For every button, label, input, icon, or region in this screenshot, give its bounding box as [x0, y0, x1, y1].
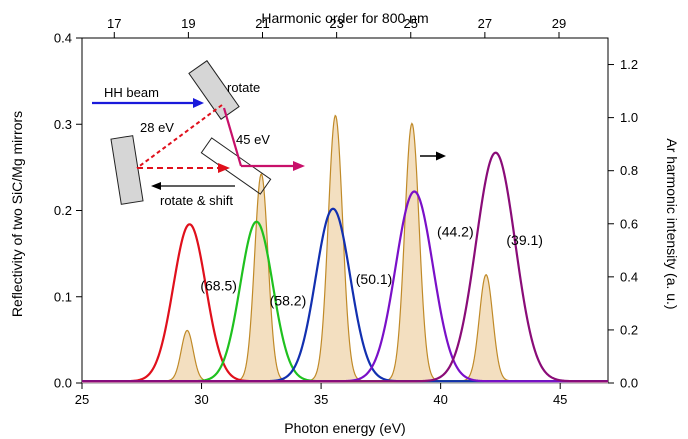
y-right-tick-label: 0.0: [620, 376, 638, 391]
y-left-tick-label: 0.0: [54, 376, 72, 391]
shift-arrowhead: [151, 182, 161, 190]
y-left-tick-label: 0.1: [54, 289, 72, 304]
y-right-tick-label: 0.6: [620, 216, 638, 231]
x-tick-label: 25: [75, 392, 89, 407]
peak-label-3: (50.1): [356, 271, 393, 287]
mirror-3-outline: [200, 137, 272, 195]
top-tick-label: 19: [181, 16, 195, 31]
harmonic-fill: [82, 115, 608, 383]
peak-label-2: (58.2): [270, 292, 307, 308]
ev28-label: 28 eV: [140, 120, 174, 135]
top-tick-label: 27: [478, 16, 492, 31]
ticks-layer: 25 30 35 40 45 0.0 0.1 0.2 0.3 0.4 0.0 0.2 0.4 0.6 0.8…: [54, 16, 638, 407]
top-tick-label: 21: [255, 16, 269, 31]
peak-label-4: (44.2): [437, 223, 474, 239]
top-tick-label: 17: [107, 16, 121, 31]
reflectivity-curve-5: [82, 151, 608, 383]
beam-45ev-segment: [222, 107, 243, 167]
top-tick-label: 29: [552, 16, 566, 31]
x-tick-label: 30: [194, 392, 208, 407]
beam-45ev-arrowhead: [293, 161, 305, 171]
hh-beam-label: HH beam: [104, 85, 159, 100]
beam-28ev-arrowhead: [218, 163, 230, 173]
y-right-tick-label: 0.8: [620, 163, 638, 178]
mirror-2: [110, 135, 144, 205]
top-tick-label: 23: [329, 16, 343, 31]
rotate-shift-label: rotate & shift: [160, 193, 233, 208]
y-right-tick-label: 0.4: [620, 269, 638, 284]
y-left-tick-label: 0.2: [54, 203, 72, 218]
y-right-tick-label: 0.2: [620, 322, 638, 337]
inset-diagram: HH beam rotate 28 eV 45 eV rotate & shif…: [92, 60, 446, 208]
x-axis-title: Photon energy (eV): [284, 420, 405, 436]
y-left-tick-label: 0.3: [54, 117, 72, 132]
y-right-tick-label: 1.0: [620, 110, 638, 125]
x-tick-label: 45: [553, 392, 567, 407]
y-left-tick-label: 0.4: [54, 31, 72, 46]
peak-label-5: (39.1): [506, 232, 543, 248]
top-tick-label: 25: [404, 16, 418, 31]
hh-beam-arrowhead: [193, 98, 204, 108]
y-right-tick-label: 1.2: [620, 57, 638, 72]
y-left-axis-title: Reflectivity of two SiC/Mg mirrors: [9, 111, 25, 317]
reflectivity-layer: (68.5) (58.2) (50.1) (44.2) (39.1): [82, 151, 608, 383]
x-tick-label: 35: [314, 392, 328, 407]
y-right-axis-title: Ar harmonic intensity (a. u.): [664, 138, 680, 309]
beam-28ev-diagonal: [136, 104, 223, 169]
rotate-label: rotate: [227, 80, 260, 95]
peak-label-1: (68.5): [200, 278, 237, 294]
right-axis-arrowhead: [436, 151, 446, 161]
mirror-1: [188, 60, 240, 120]
x-tick-label: 40: [433, 392, 447, 407]
ev45-label: 45 eV: [236, 132, 270, 147]
top-axis-title: Harmonic order for 800 nm: [261, 10, 428, 26]
